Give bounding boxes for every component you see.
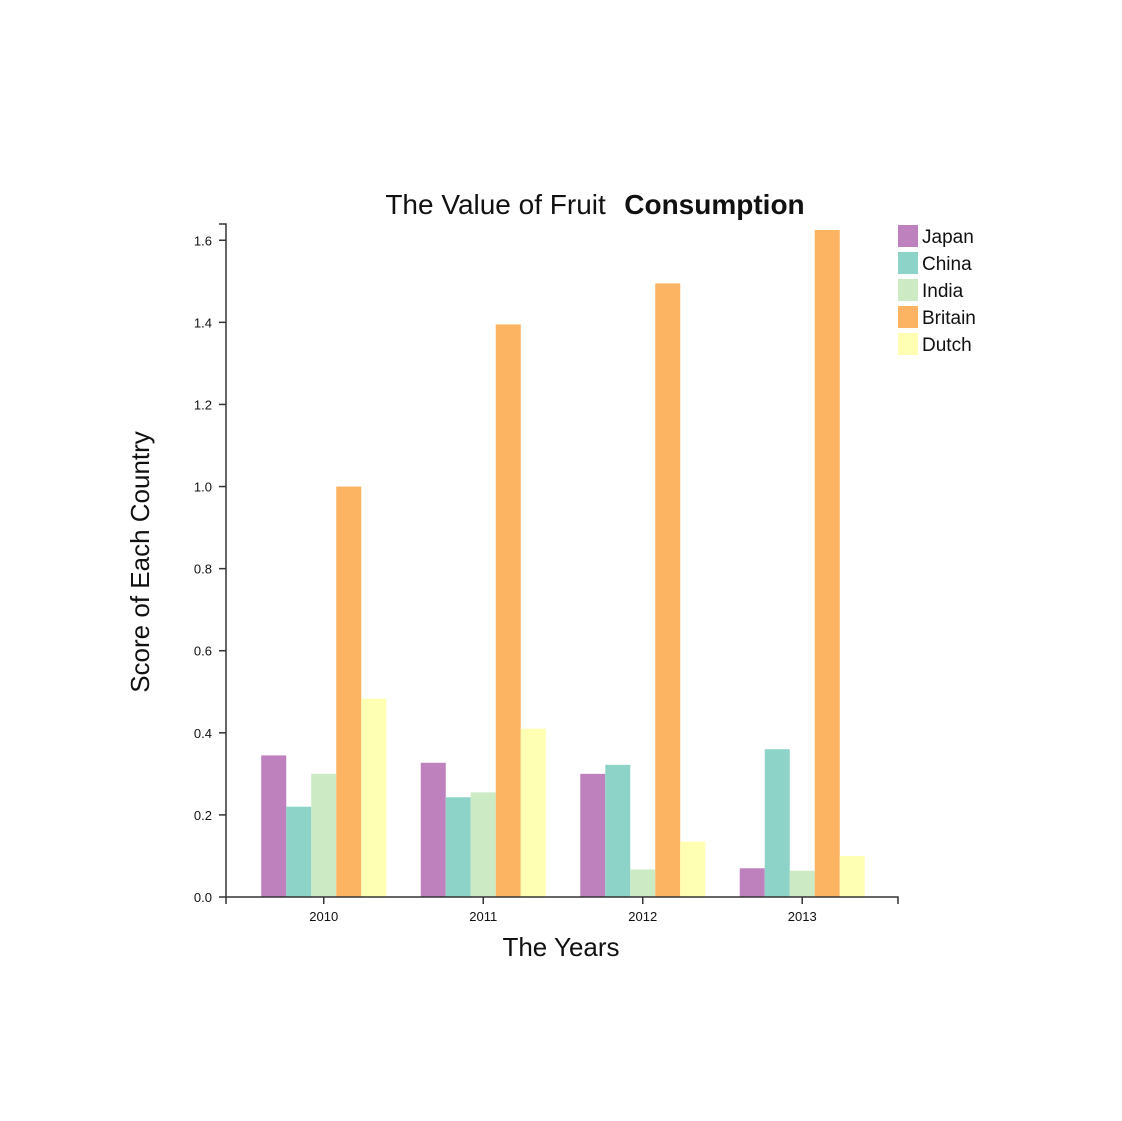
- chart-title-main: The Value of Fruit: [385, 189, 606, 220]
- y-tick-label: 0.0: [194, 890, 212, 905]
- y-axis-title: Score of Each Country: [125, 431, 155, 693]
- bar-india-2012: [630, 869, 656, 897]
- bar-china-2013: [764, 749, 790, 897]
- legend: Japan China India Britain Dutch: [898, 225, 976, 356]
- y-tick-label: 0.8: [194, 562, 212, 577]
- x-tick-label-2011: 2011: [469, 909, 497, 924]
- legend-label-dutch: Dutch: [922, 335, 972, 356]
- x-tick-label-2010: 2010: [309, 909, 338, 924]
- x-axis-title: The Years: [502, 932, 619, 962]
- legend-swatch-china: [898, 252, 918, 274]
- y-tick-label: 1.4: [194, 315, 212, 330]
- bar-dutch-2010: [361, 698, 387, 897]
- y-axis-line: [219, 223, 227, 897]
- bar-india-2010: [311, 773, 337, 897]
- legend-label-india: India: [922, 281, 964, 302]
- bar-japan-2011: [420, 762, 446, 897]
- legend-label-japan: Japan: [922, 227, 974, 248]
- bar-china-2010: [286, 806, 312, 897]
- bar-japan-2013: [739, 868, 765, 897]
- bar-india-2011: [470, 792, 496, 897]
- bar-japan-2010: [261, 755, 287, 897]
- bar-china-2011: [445, 797, 471, 897]
- x-axis-line: [225, 896, 899, 904]
- bar-britain-2011: [495, 324, 521, 897]
- legend-label-china: China: [922, 254, 972, 275]
- y-tick-label: 0.2: [194, 808, 212, 823]
- y-tick-label: 1.6: [194, 233, 212, 248]
- legend-swatch-india: [898, 279, 918, 301]
- legend-swatch-japan: [898, 225, 918, 247]
- bar-britain-2012: [655, 283, 681, 897]
- bar-britain-2010: [336, 486, 362, 897]
- y-tick-label: 1.0: [194, 480, 212, 495]
- x-tick-label-2013: 2013: [788, 909, 817, 924]
- bar-japan-2012: [580, 773, 606, 897]
- chart-title-emphasis: Consumption: [624, 189, 804, 220]
- bar-britain-2013: [814, 230, 840, 897]
- y-tick-label: 0.4: [194, 726, 212, 741]
- legend-label-britain: Britain: [922, 308, 976, 329]
- bar-dutch-2012: [680, 841, 706, 897]
- legend-swatch-dutch: [898, 333, 918, 355]
- y-tick-label: 0.6: [194, 644, 212, 659]
- chart-title: The Value of Fruit Consumption: [385, 189, 804, 220]
- bar-dutch-2013: [839, 855, 865, 897]
- bars-group: [261, 230, 865, 897]
- x-tick-label-2012: 2012: [628, 909, 657, 924]
- bar-dutch-2011: [520, 728, 546, 897]
- x-axis: 2010 2011 2012 2013: [225, 896, 899, 924]
- y-tick-label: 1.2: [194, 397, 212, 412]
- bar-india-2013: [789, 870, 815, 897]
- legend-swatch-britain: [898, 306, 918, 328]
- bar-china-2012: [605, 764, 631, 897]
- y-axis: 0.0 0.2 0.4 0.6 0.8 1.0 1.2 1.4 1.6: [194, 223, 227, 905]
